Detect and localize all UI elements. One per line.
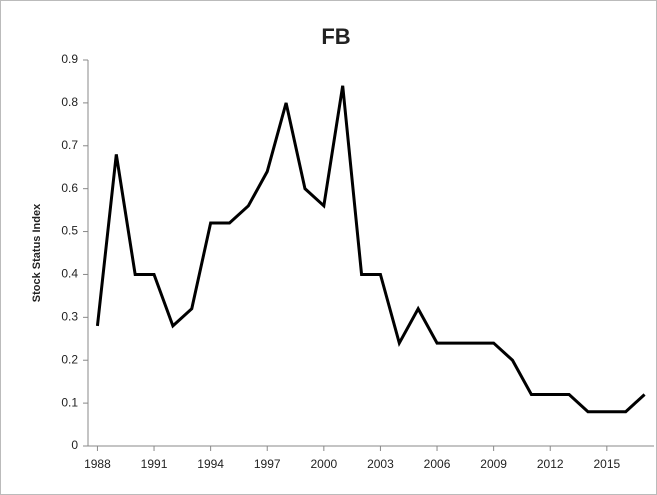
y-tick-label: 0.2 [61,352,78,366]
x-tick-label: 2009 [480,457,507,471]
y-tick-label: 0.9 [61,52,78,66]
y-tick-label: 0.3 [61,310,78,324]
x-tick-label: 2012 [537,457,564,471]
y-tick-label: 0.8 [61,95,78,109]
y-axis-label: Stock Status Index [31,203,43,302]
y-tick-label: 0 [71,438,78,452]
x-tick-label: 1991 [141,457,168,471]
x-tick-label: 2000 [310,457,337,471]
x-tick-label: 1994 [197,457,224,471]
data-line [95,85,646,414]
x-tick-label: 1988 [84,457,111,471]
x-tick-label: 2015 [593,457,620,471]
y-tick-label: 0.5 [61,224,78,238]
y-tick-label: 0.7 [61,138,78,152]
x-tick-label: 1997 [254,457,281,471]
y-tick-label: 0.1 [61,395,78,409]
y-tick-label: 0.6 [61,181,78,195]
y-tick-label: 0.4 [61,267,78,281]
x-tick-label: 2006 [424,457,451,471]
chart-title: FB [321,24,350,49]
x-tick-label: 2003 [367,457,394,471]
